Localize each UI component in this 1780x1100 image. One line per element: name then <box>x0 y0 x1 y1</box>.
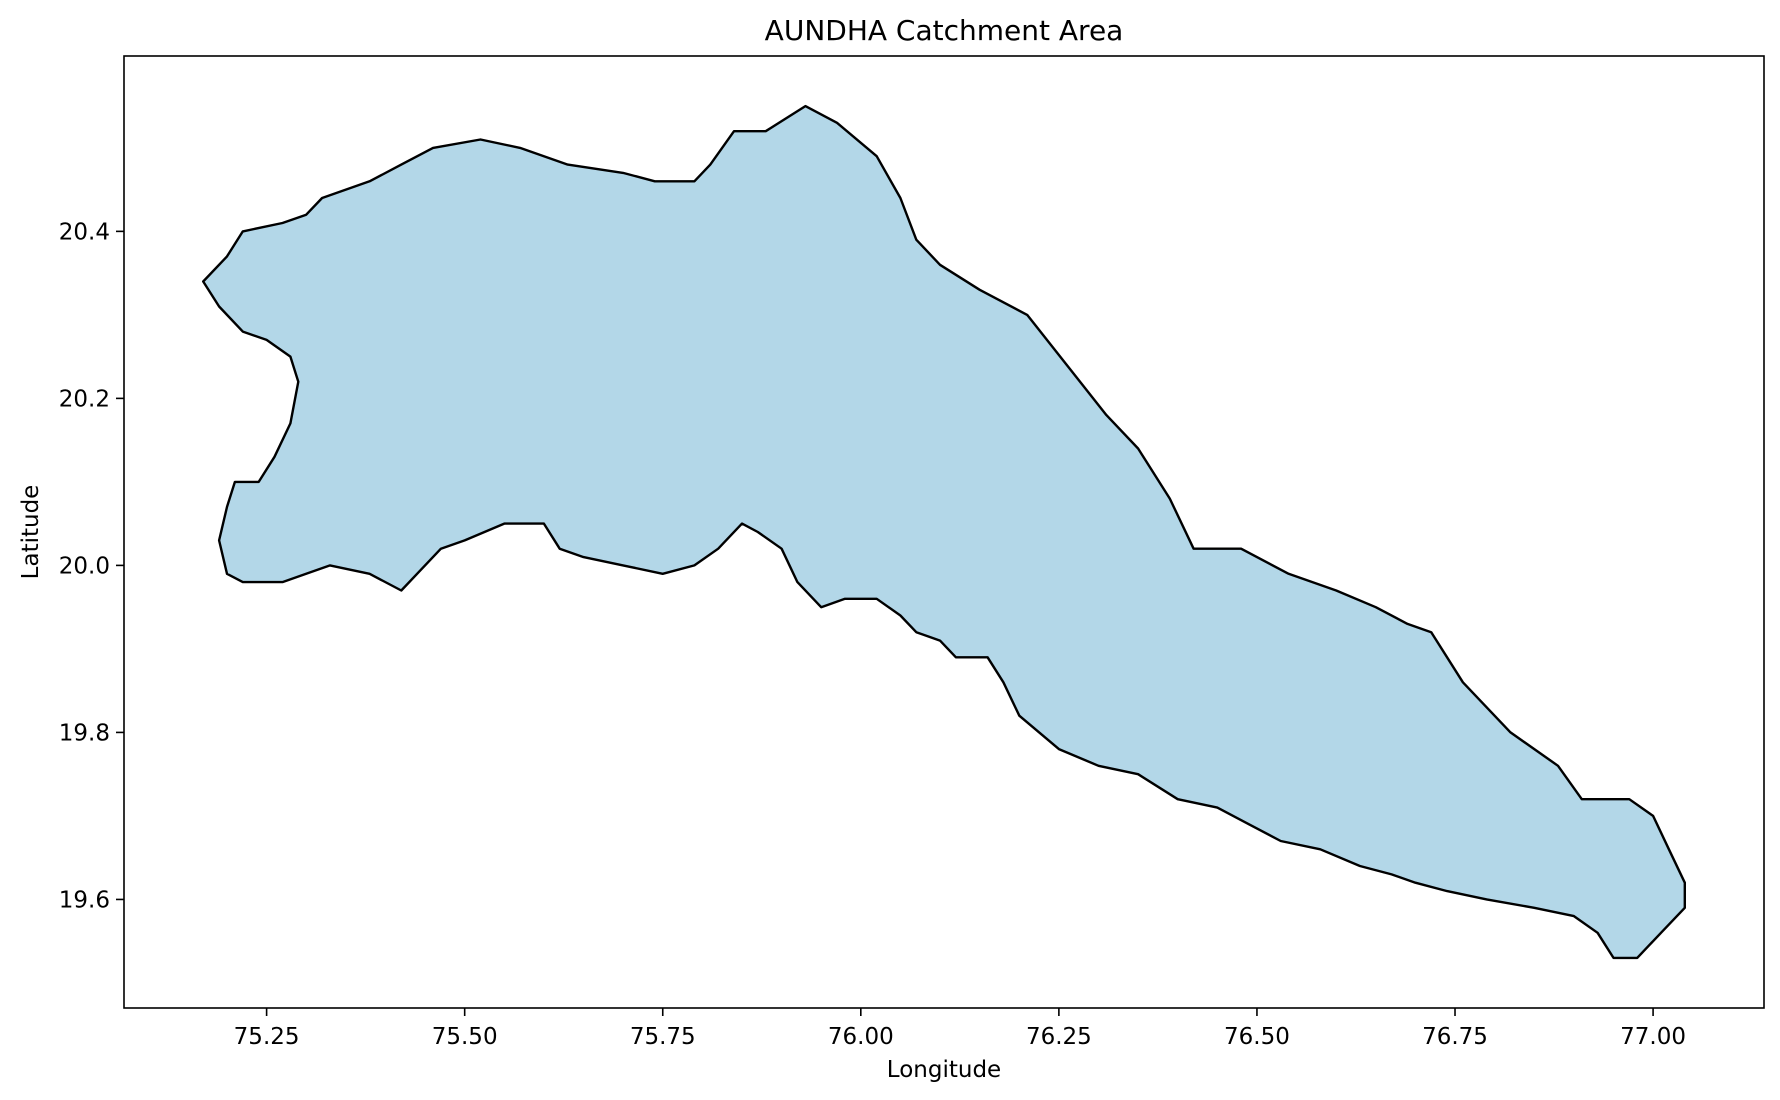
y-tick-label: 20.2 <box>59 386 110 412</box>
plot-area <box>202 104 1686 960</box>
x-tick-label: 76.25 <box>1026 1024 1092 1050</box>
y-tick-label: 20.4 <box>59 219 110 245</box>
x-tick-label: 76.00 <box>828 1024 894 1050</box>
x-tick-label: 75.50 <box>432 1024 498 1050</box>
x-tick-label: 75.75 <box>630 1024 696 1050</box>
x-tick-label: 76.75 <box>1422 1024 1488 1050</box>
x-tick-label: 75.25 <box>234 1024 300 1050</box>
x-axis-title: Longitude <box>887 1057 1001 1083</box>
x-tick-label: 76.50 <box>1224 1024 1290 1050</box>
y-axis-title: Latitude <box>18 485 44 580</box>
chart-title: AUNDHA Catchment Area <box>765 14 1124 47</box>
x-tick-label: 77.00 <box>1620 1024 1686 1050</box>
x-axis: 75.25 75.50 75.75 76.00 76.25 76.50 76.75 77.00 <box>234 1008 1686 1050</box>
y-axis: 19.6 19.8 20.0 20.2 20.4 <box>59 219 124 913</box>
catchment-polygon <box>202 104 1686 960</box>
axes-frame <box>123 55 1765 1009</box>
y-tick-label: 19.8 <box>59 720 110 746</box>
y-tick-label: 19.6 <box>59 887 110 913</box>
y-tick-label: 20.0 <box>59 553 110 579</box>
